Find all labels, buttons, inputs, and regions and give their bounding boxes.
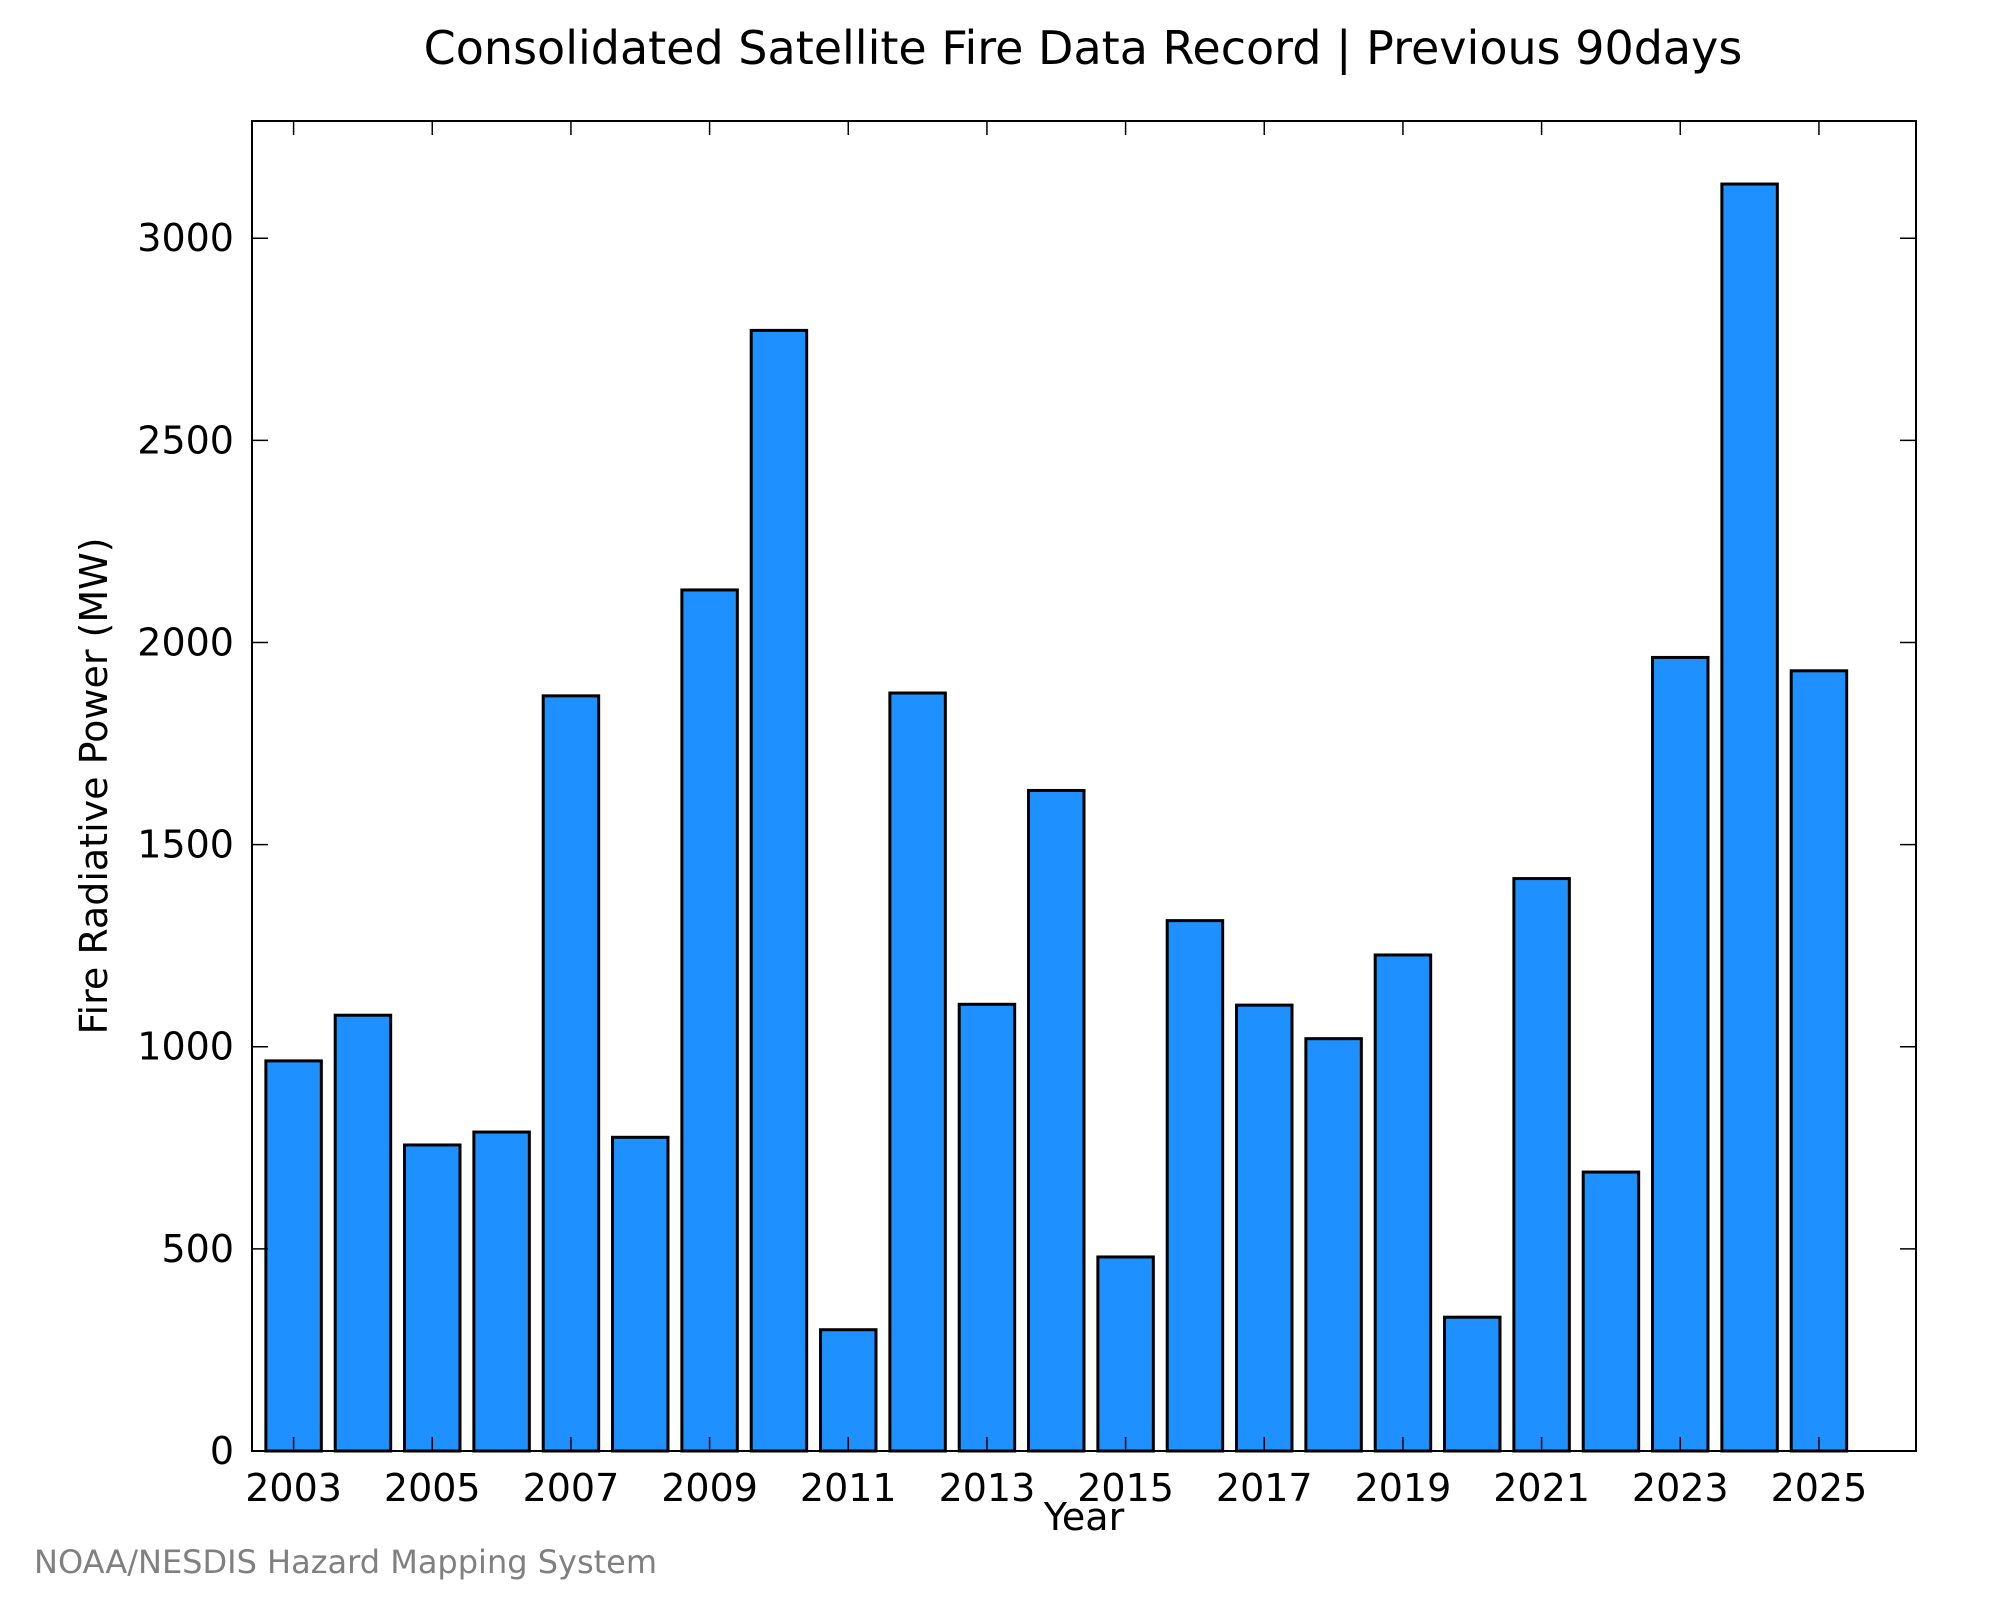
- bar-2011: [819, 1328, 878, 1453]
- x-tick-label: 2025: [1771, 1466, 1868, 1510]
- y-axis-label: Fire Radiative Power (MW): [72, 537, 116, 1034]
- bar-2016: [1165, 919, 1225, 1453]
- x-tick-label: 2009: [661, 1466, 758, 1510]
- bar-2003: [264, 1059, 323, 1453]
- bar-2006: [472, 1130, 531, 1453]
- x-tick-label: 2023: [1632, 1466, 1729, 1510]
- bar-2022: [1581, 1170, 1641, 1453]
- y-tick-label: 0: [210, 1429, 234, 1473]
- y-tick-label: 500: [161, 1227, 234, 1271]
- x-tick-label: 2017: [1216, 1466, 1313, 1510]
- bar-2020: [1443, 1315, 1502, 1453]
- y-tick-label: 2500: [137, 418, 234, 462]
- bar-2009: [680, 588, 739, 1453]
- bar-2008: [611, 1135, 670, 1453]
- x-tick-label: 2003: [245, 1466, 342, 1510]
- bar-2018: [1304, 1037, 1363, 1453]
- bar-2004: [333, 1013, 393, 1453]
- bar-2017: [1235, 1003, 1294, 1453]
- bar-2024: [1720, 182, 1779, 1453]
- y-tick-label: 1000: [137, 1025, 234, 1069]
- bar-2007: [541, 694, 601, 1453]
- bar-2021: [1512, 877, 1571, 1453]
- bar-2023: [1651, 655, 1710, 1453]
- x-axis-label: Year: [1043, 1495, 1125, 1539]
- y-tick-label: 2000: [137, 620, 234, 664]
- bar-2019: [1373, 953, 1433, 1453]
- x-tick-label: 2015: [1077, 1466, 1174, 1510]
- bar-2010: [749, 328, 809, 1453]
- x-tick-label: 2007: [523, 1466, 620, 1510]
- y-tick-label: 3000: [137, 216, 234, 260]
- bar-2015: [1096, 1255, 1155, 1453]
- bar-2005: [403, 1143, 462, 1453]
- bar-2014: [1027, 788, 1086, 1453]
- y-tick-label: 1500: [137, 823, 234, 867]
- bar-2013: [957, 1002, 1017, 1453]
- credit-text: NOAA/NESDIS Hazard Mapping System: [34, 1543, 657, 1581]
- plot-area-frame: [251, 120, 1917, 1452]
- bars-group: [264, 182, 1849, 1453]
- x-tick-label: 2021: [1493, 1466, 1590, 1510]
- ticks-group: 2003 2005 2007 2009 2011 2013 2015 2017 2019 2021…: [137, 121, 1916, 1510]
- x-tick-label: 2019: [1355, 1466, 1452, 1510]
- chart-title: Consolidated Satellite Fire Data Record …: [424, 21, 1743, 76]
- bar-2012: [888, 691, 947, 1453]
- x-tick-label: 2013: [939, 1466, 1036, 1510]
- x-tick-label: 2011: [800, 1466, 897, 1510]
- bar-2025: [1789, 669, 1849, 1453]
- x-tick-label: 2005: [384, 1466, 481, 1510]
